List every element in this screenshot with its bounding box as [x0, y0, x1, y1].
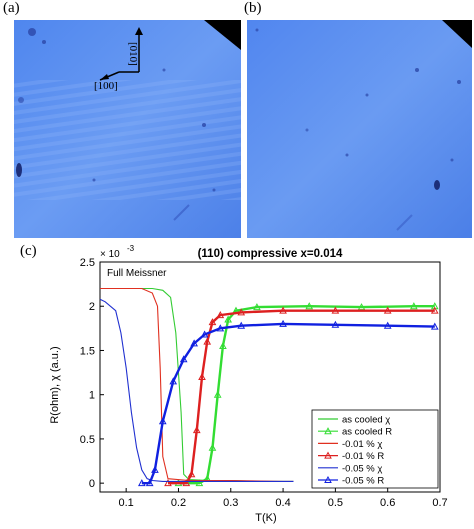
- series-point-1: [253, 303, 261, 311]
- series-point-1: [410, 302, 418, 310]
- series-point-1: [219, 341, 227, 350]
- series-point-3: [279, 306, 287, 314]
- x-tick-label: 0.6: [380, 497, 395, 509]
- series-line-2: [100, 287, 294, 482]
- series-point-5: [190, 339, 198, 347]
- series-point-1: [195, 479, 204, 487]
- plot-frame: [99, 261, 441, 493]
- series-point-3: [331, 306, 340, 314]
- x-tick-label: 0.4: [275, 497, 290, 509]
- y-tick-label: 0: [89, 478, 95, 490]
- series-point-5: [138, 479, 146, 487]
- micrograph-a: [010] [100]: [14, 20, 241, 238]
- series-line-4: [99, 298, 294, 482]
- x-tick-label: 0.2: [171, 497, 186, 509]
- legend-label-0: as cooled χ: [342, 415, 390, 426]
- micrograph-b-image: [247, 20, 472, 238]
- panel-a-label: (a): [3, 0, 20, 16]
- series-point-3: [192, 426, 201, 434]
- y-exponent-power: -3: [127, 244, 135, 253]
- legend-marker-3: [324, 451, 332, 459]
- y-tick-label: 0.5: [80, 434, 95, 446]
- micrograph-a-image: [14, 20, 241, 238]
- series-point-1: [213, 390, 222, 398]
- panel-b-label: (b): [244, 0, 262, 16]
- panel-c-label: (c): [20, 243, 37, 259]
- x-tick-label: 0.7: [432, 497, 447, 509]
- series-point-5: [279, 319, 287, 327]
- legend-label-5: -0.05 % R: [342, 476, 384, 487]
- x-tick-label: 0.3: [223, 497, 238, 509]
- series-point-1: [305, 302, 314, 310]
- series-point-3: [164, 479, 172, 487]
- series-point-3: [430, 306, 439, 314]
- series-point-3: [383, 306, 392, 314]
- legend-marker-1: [324, 427, 332, 435]
- y-axis-label: R(ohm), χ (a.u.): [49, 346, 61, 423]
- y-exponent-base: × 10: [100, 249, 120, 260]
- series-line-0: [100, 287, 294, 482]
- series-point-1: [224, 315, 232, 323]
- series-line-1: [178, 304, 435, 485]
- legend-label-2: -0.01 % χ: [342, 439, 382, 450]
- legend-label-3: -0.01 % R: [342, 451, 384, 462]
- micrograph-b: [247, 20, 472, 238]
- series-point-5: [151, 465, 159, 473]
- series-point-3: [198, 372, 206, 380]
- series-point-5: [158, 417, 167, 425]
- x-tick-label: 0.1: [119, 497, 134, 509]
- legend-marker-5: [324, 475, 332, 483]
- legend-box: [311, 409, 439, 489]
- chart-title: (110) compressive x=0.014: [198, 248, 343, 260]
- x-tick-label: 0.5: [328, 497, 343, 509]
- full-meissner-annotation: Full Meissner: [107, 268, 167, 279]
- series-point-5: [179, 355, 188, 363]
- series-point-3: [237, 308, 246, 316]
- x-axis-label: T(K): [255, 512, 276, 524]
- series-point-5: [237, 321, 246, 329]
- series-line-5: [141, 322, 435, 485]
- series-point-3: [187, 470, 196, 478]
- series-point-5: [216, 324, 225, 332]
- series-point-5: [331, 320, 340, 328]
- series-point-3: [182, 479, 191, 487]
- series-point-5: [383, 321, 392, 329]
- y-tick-label: 1.5: [80, 345, 95, 357]
- axis-label-100: [100]: [94, 80, 118, 92]
- series-line-3: [168, 309, 435, 485]
- series-point-3: [208, 318, 217, 326]
- series-point-5: [200, 330, 209, 338]
- series-point-3: [203, 337, 212, 345]
- series-point-1: [430, 302, 439, 310]
- series-point-5: [145, 479, 154, 487]
- series-point-5: [430, 322, 439, 330]
- y-tick-label: 2: [89, 301, 95, 313]
- legend-label-4: -0.05 % χ: [342, 463, 382, 474]
- y-tick-label: 2.5: [80, 257, 95, 269]
- series-point-1: [208, 443, 217, 451]
- y-tick-label: 1: [89, 390, 95, 402]
- series-point-5: [169, 377, 178, 385]
- legend-label-1: as cooled R: [342, 427, 392, 438]
- series-point-3: [216, 311, 225, 319]
